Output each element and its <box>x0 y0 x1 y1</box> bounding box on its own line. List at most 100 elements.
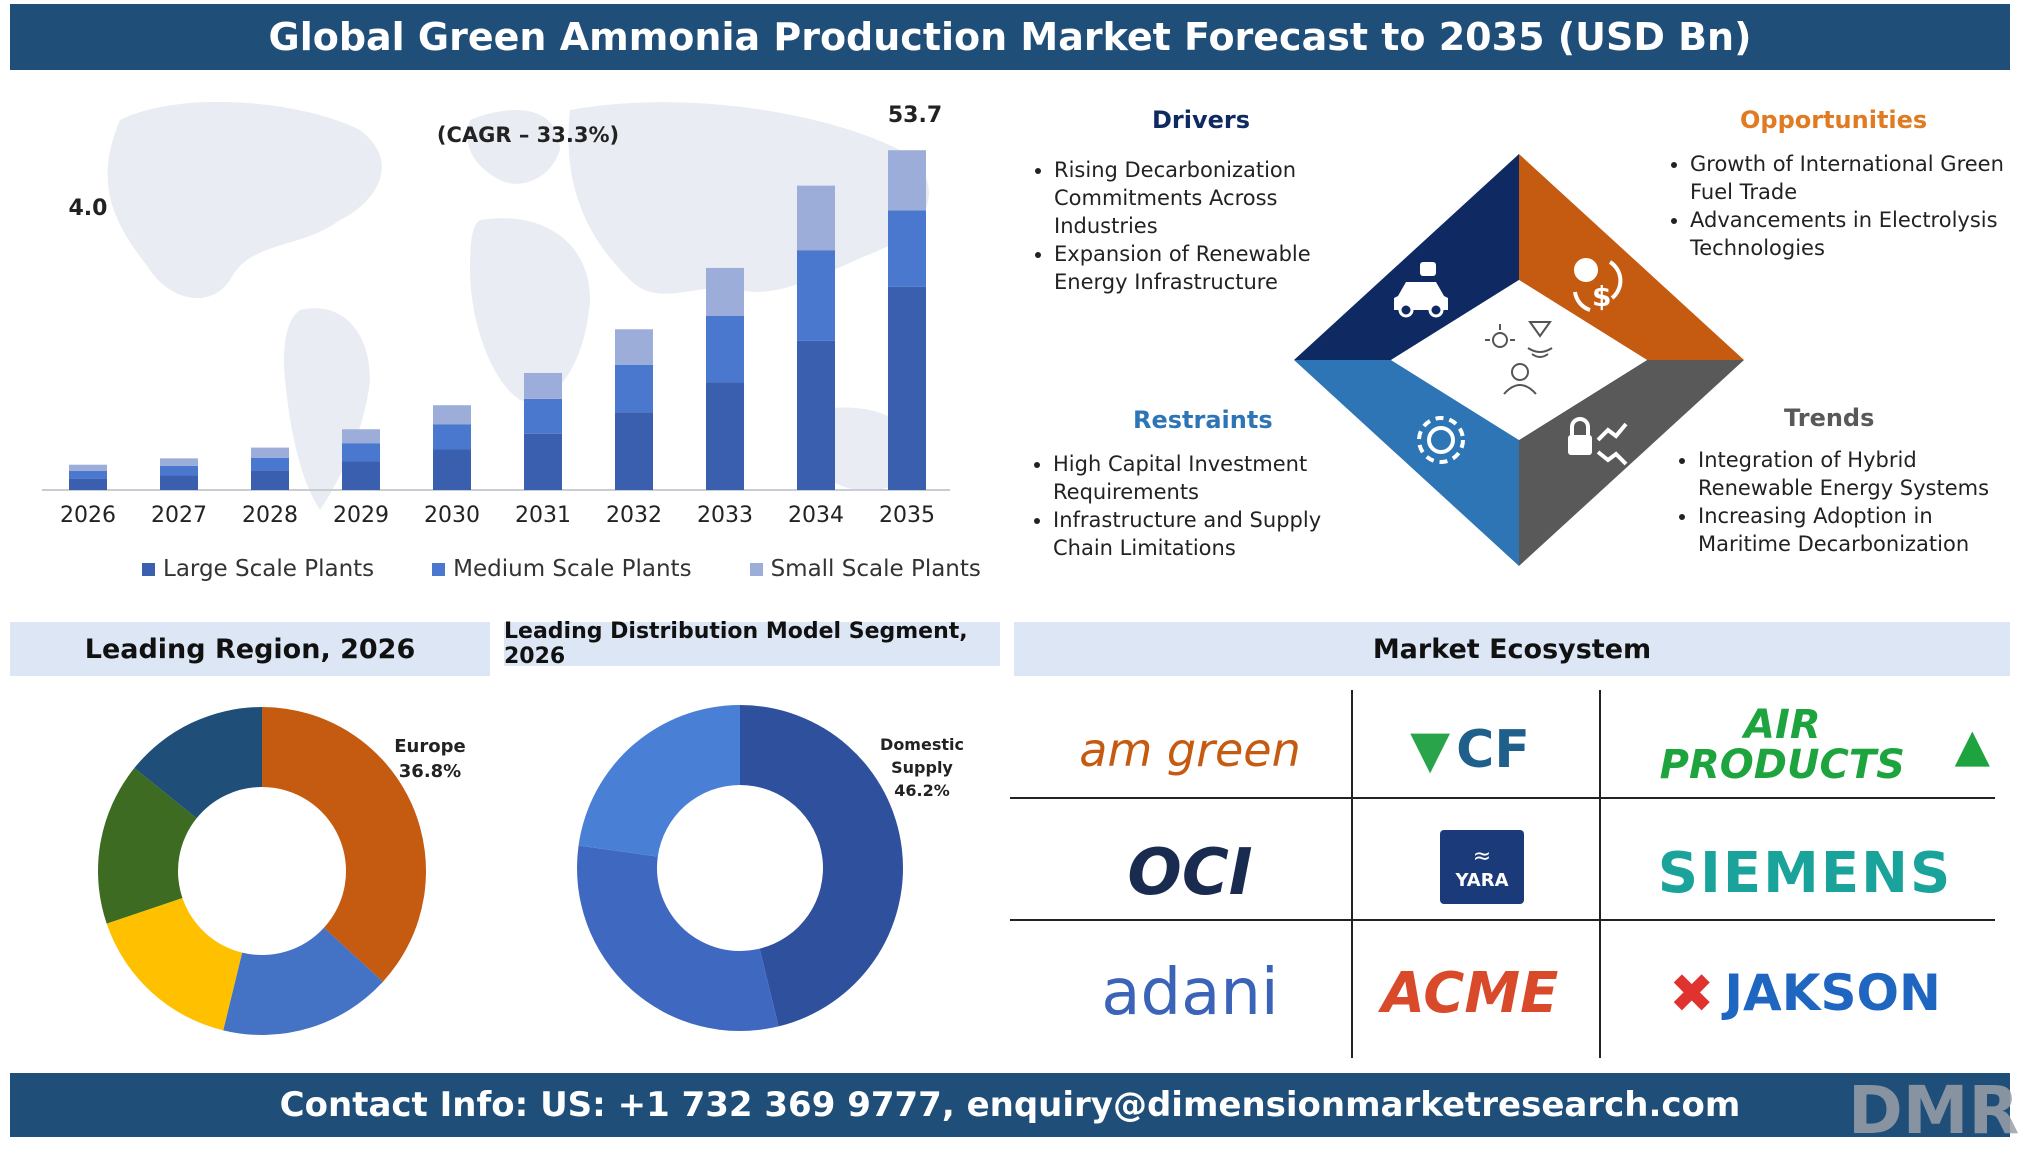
chart-legend: Large Scale Plants Medium Scale Plants S… <box>142 556 981 582</box>
bar-large-scale-plants-2027 <box>160 475 198 490</box>
distribution-donut-chart: Domestic Supply 46.2% <box>577 705 964 1031</box>
bar-large-scale-plants-2029 <box>342 461 380 490</box>
bar-medium-scale-plants-2027 <box>160 465 198 476</box>
drot-diamond: $ <box>1294 154 1744 566</box>
bar-small-scale-plants-2032 <box>615 329 653 365</box>
x-tick-2027: 2027 <box>151 503 207 528</box>
yara-ship-icon: ≈ <box>1472 843 1492 869</box>
restraints-title: Restraints <box>1133 406 1273 434</box>
distribution-label-value: 46.2% <box>894 781 950 800</box>
x-tick-labels: 2026 2027 2028 2029 2030 2031 2032 2033 2034 2035 <box>60 503 935 528</box>
bar-small-scale-plants-2029 <box>342 429 380 444</box>
opportunities-quadrant <box>1519 154 1744 360</box>
x-tick-2028: 2028 <box>242 503 298 528</box>
logo-adani: adani <box>1101 956 1279 1030</box>
drivers-title: Drivers <box>1152 106 1251 134</box>
distribution-label-name-1: Domestic <box>880 735 964 754</box>
legend-swatch-medium <box>432 562 446 576</box>
trends-list: Integration of Hybrid Renewable Energy S… <box>1668 446 1998 558</box>
donut2-slice-1 <box>577 845 779 1031</box>
dmr-logo: DMR <box>1848 1072 2020 1149</box>
legend-label-large: Large Scale Plants <box>163 556 375 582</box>
restraints-item: Infrastructure and Supply Chain Limitati… <box>1053 506 1353 562</box>
data-label-last: 53.7 <box>888 103 942 128</box>
distribution-label-name-2: Supply <box>891 758 953 777</box>
drivers-list: Rising Decarbonization Commitments Acros… <box>1024 156 1354 296</box>
bar-small-scale-plants-2035 <box>888 150 926 211</box>
bar-small-scale-plants-2028 <box>251 447 289 458</box>
donut1-slice-1 <box>223 927 383 1035</box>
data-label-first: 4.0 <box>69 196 108 221</box>
restraints-list: High Capital Investment Requirements Inf… <box>1023 450 1353 562</box>
x-tick-2026: 2026 <box>60 503 116 528</box>
jakson-mark-icon: ✖ <box>1669 961 1715 1025</box>
region-label-name: Europe <box>394 736 465 757</box>
restraints-item: High Capital Investment Requirements <box>1053 450 1353 506</box>
opportunities-list: Growth of International Green Fuel Trade… <box>1660 150 2020 262</box>
donut1-slice-4 <box>134 707 262 819</box>
bar-medium-scale-plants-2029 <box>342 443 380 462</box>
center-diamond <box>1391 280 1647 440</box>
donut2-slice-0 <box>740 705 903 1027</box>
x-tick-2032: 2032 <box>606 503 662 528</box>
bar-small-scale-plants-2031 <box>524 372 562 399</box>
lock-trend-icon <box>1568 417 1628 466</box>
logo-am-green: am green <box>1079 723 1301 777</box>
title-banner: Global Green Ammonia Production Market F… <box>10 4 2010 70</box>
leading-region-header: Leading Region, 2026 <box>10 622 490 676</box>
bar-medium-scale-plants-2033 <box>706 316 744 383</box>
trends-title: Trends <box>1784 404 1875 432</box>
legend-item-small: Small Scale Plants <box>749 556 981 582</box>
car-icon <box>1394 262 1448 318</box>
logo-oci: OCI <box>1127 836 1253 910</box>
opportunities-item: Growth of International Green Fuel Trade <box>1690 150 2020 206</box>
donut1-slice-3 <box>97 768 197 924</box>
distribution-header: Leading Distribution Model Segment, 2026 <box>504 619 1000 669</box>
distribution-title: Leading Distribution Model Segment, 2026 <box>504 619 968 669</box>
gear-icon <box>1417 416 1465 464</box>
logo-air-products: AIR PRODUCTS ▲ <box>1659 702 1990 788</box>
person-idea-icon <box>1485 321 1553 395</box>
bar-large-scale-plants-2028 <box>251 470 289 490</box>
legend-item-medium: Medium Scale Plants <box>432 556 692 582</box>
ecosystem-grid-lines <box>1010 690 1995 1058</box>
bar-medium-scale-plants-2031 <box>524 398 562 434</box>
world-map-backdrop <box>107 101 929 510</box>
bar-large-scale-plants-2032 <box>615 412 653 490</box>
bars-group <box>69 150 926 490</box>
bar-medium-scale-plants-2032 <box>615 364 653 413</box>
bar-medium-scale-plants-2030 <box>433 424 471 450</box>
drivers-item: Expansion of Renewable Energy Infrastruc… <box>1054 240 1354 296</box>
restraints-quadrant <box>1294 360 1519 566</box>
bar-medium-scale-plants-2028 <box>251 457 289 471</box>
stacked-bar-chart: 2026 2027 2028 2029 2030 2031 2032 2033 2034 2035… <box>42 101 950 528</box>
donut2-slice-2 <box>578 705 740 857</box>
bar-small-scale-plants-2033 <box>706 267 744 316</box>
bar-large-scale-plants-2031 <box>524 433 562 490</box>
drivers-item: Rising Decarbonization Commitments Acros… <box>1054 156 1354 240</box>
opportunities-title: Opportunities <box>1740 106 1928 134</box>
bar-large-scale-plants-2026 <box>69 478 107 490</box>
bar-small-scale-plants-2034 <box>797 185 835 251</box>
footer-banner: Contact Info: US: +1 732 369 9777, enqui… <box>10 1073 2010 1137</box>
drivers-quadrant <box>1294 154 1519 360</box>
bar-medium-scale-plants-2035 <box>888 210 926 287</box>
legend-item-large: Large Scale Plants <box>142 556 374 582</box>
legend-label-small: Small Scale Plants <box>770 556 981 582</box>
legend-label-medium: Medium Scale Plants <box>453 556 692 582</box>
page-title: Global Green Ammonia Production Market F… <box>268 15 1752 59</box>
x-tick-2029: 2029 <box>333 503 389 528</box>
bar-large-scale-plants-2030 <box>433 449 471 490</box>
bar-small-scale-plants-2026 <box>69 464 107 472</box>
legend-swatch-large <box>142 562 155 576</box>
logo-siemens: SIEMENS <box>1657 840 1953 906</box>
bar-medium-scale-plants-2026 <box>69 471 107 479</box>
region-label-value: 36.8% <box>399 761 461 782</box>
logo-cf: ▼ CF <box>1410 720 1530 780</box>
x-tick-2030: 2030 <box>424 503 480 528</box>
bar-small-scale-plants-2030 <box>433 405 471 425</box>
bar-large-scale-plants-2035 <box>888 286 926 490</box>
donut1-slice-0 <box>262 707 426 982</box>
svg-text:$: $ <box>1592 280 1611 313</box>
region-donut-chart: Europe 36.8% <box>97 707 466 1035</box>
